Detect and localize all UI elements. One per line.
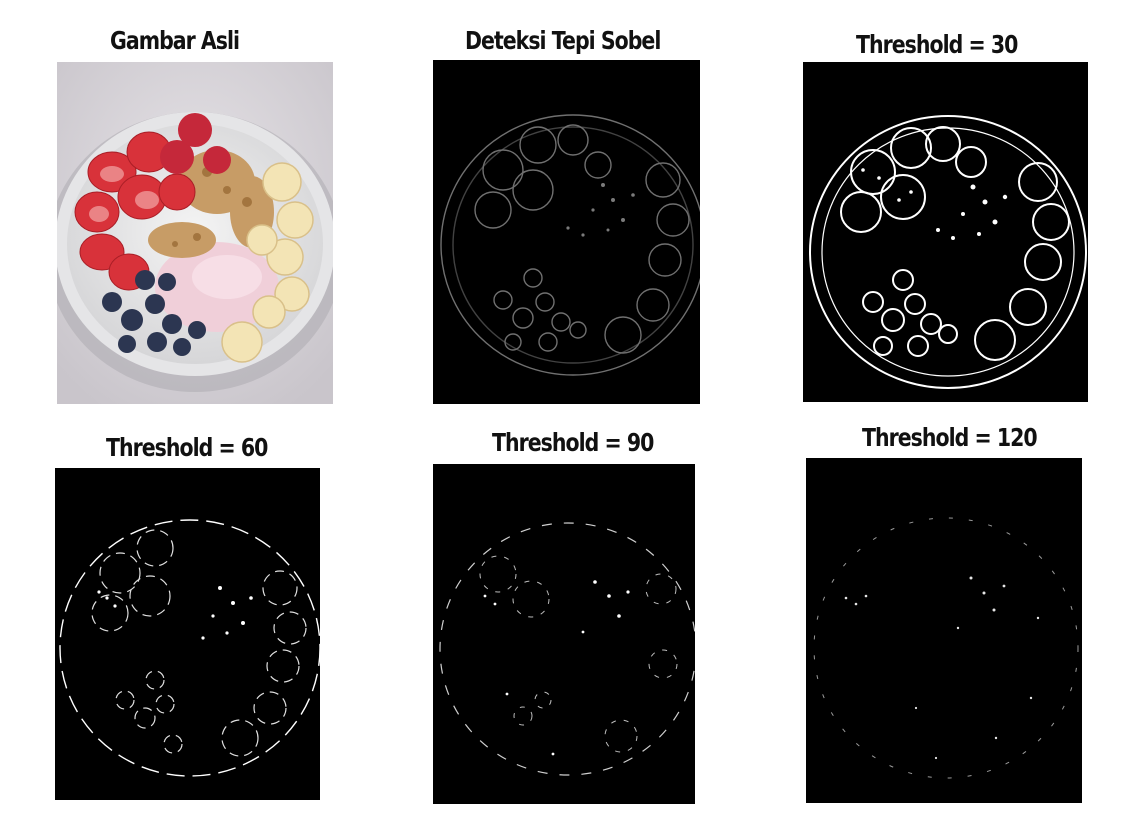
caption-threshold-60: Threshold = 60 <box>106 433 268 462</box>
threshold-90-image <box>433 464 695 804</box>
sobel-image <box>433 60 700 404</box>
threshold-30-image <box>803 62 1088 402</box>
caption-original: Gambar Asli <box>110 26 240 55</box>
caption-sobel: Deteksi Tepi Sobel <box>465 26 661 55</box>
threshold-120-image <box>806 458 1082 803</box>
sobel-edge-illustration <box>433 60 700 404</box>
food-bowl-illustration <box>57 62 333 404</box>
original-image <box>57 62 333 404</box>
threshold-120-edge-illustration <box>806 458 1082 803</box>
threshold-90-edge-illustration <box>433 464 695 804</box>
caption-threshold-90: Threshold = 90 <box>492 428 654 457</box>
threshold-60-edge-illustration <box>55 468 320 800</box>
threshold-30-edge-illustration <box>803 62 1088 402</box>
caption-threshold-30: Threshold = 30 <box>856 30 1018 59</box>
caption-threshold-120: Threshold = 120 <box>862 423 1038 452</box>
threshold-60-image <box>55 468 320 800</box>
